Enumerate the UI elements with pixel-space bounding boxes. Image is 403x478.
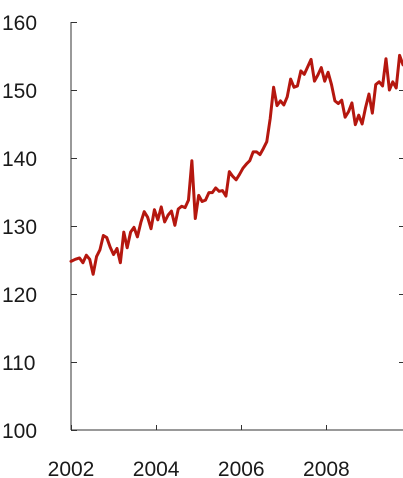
tick-labels: 100 110 120 130 140 150 160 2002 2004 2006 2008 [2, 12, 350, 478]
y-tick-label: 160 [2, 12, 37, 35]
x-tick-label: 2008 [303, 458, 350, 478]
y-tick-label: 100 [2, 420, 37, 443]
axes [70, 22, 403, 431]
plot-area [69, 53, 403, 276]
y-tick-label: 140 [2, 148, 37, 171]
y-tick-label: 110 [2, 352, 35, 375]
y-tick-label: 130 [2, 216, 37, 239]
y-tick-label: 150 [2, 80, 37, 103]
x-tick-label: 2002 [48, 458, 95, 478]
x-tick-label: 2006 [218, 458, 265, 478]
y-tick-label: 120 [2, 284, 37, 307]
series-line-0 [69, 53, 403, 276]
x-tick-label: 2004 [133, 458, 180, 478]
